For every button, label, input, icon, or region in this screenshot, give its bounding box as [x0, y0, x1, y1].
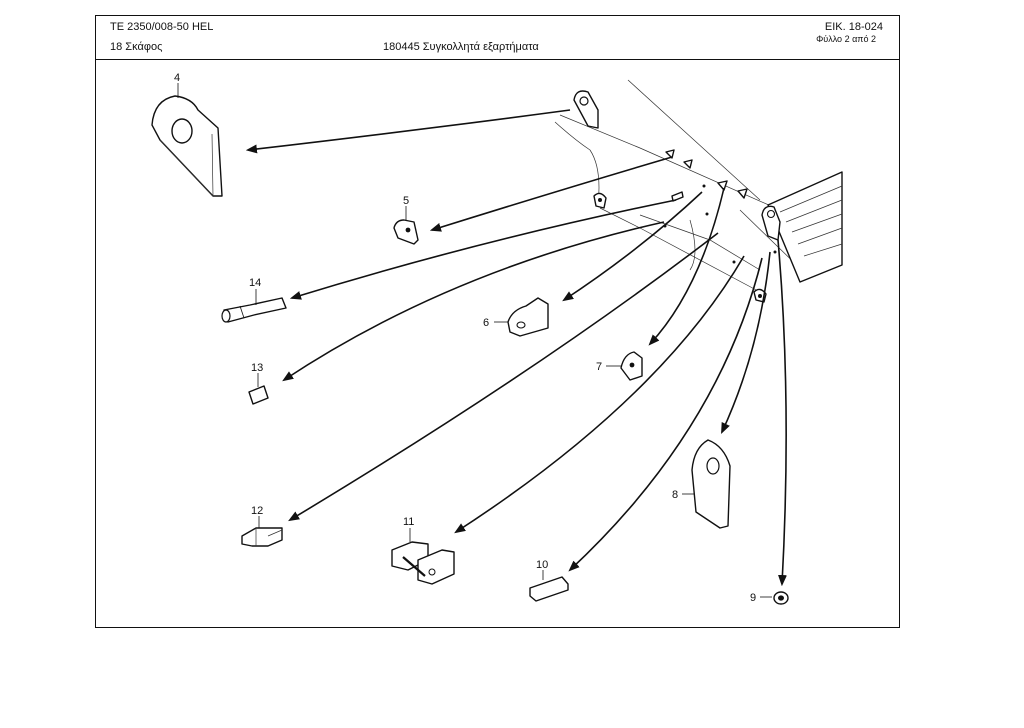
callout-9: 9 — [750, 592, 756, 604]
callout-8: 8 — [672, 489, 678, 501]
leader-lines — [245, 109, 787, 587]
sheet-number: Φύλλο 2 από 2 — [816, 34, 876, 44]
part-7: 7 — [596, 351, 643, 381]
part-5: 5 — [393, 195, 419, 245]
part-10: 10 — [529, 559, 569, 602]
callout-11: 11 — [403, 516, 414, 528]
part-8: 8 — [672, 439, 731, 529]
drawing-sheet: TE 2350/008-50 HEL 18 Σκάφος 180445 Συγκ… — [95, 15, 900, 628]
leader-6 — [562, 191, 703, 302]
document-code: TE 2350/008-50 HEL — [110, 21, 214, 33]
part-12: 12 — [241, 505, 283, 547]
callout-4: 4 — [174, 72, 180, 84]
title-block: TE 2350/008-50 HEL 18 Σκάφος 180445 Συγκ… — [96, 16, 899, 60]
leader-10 — [568, 257, 763, 572]
callout-14: 14 — [249, 277, 261, 289]
part-11: 11 — [391, 516, 455, 585]
callout-6: 6 — [483, 317, 489, 329]
figure-number: ΕΙΚ. 18-024 — [824, 21, 883, 33]
leader-4 — [245, 109, 571, 154]
part-group-title: 180445 Συγκολλητά εξαρτήματα — [383, 41, 539, 53]
callout-5: 5 — [403, 195, 409, 207]
leader-14 — [289, 199, 677, 300]
part-14: 14 — [221, 277, 287, 323]
part-4: 4 — [151, 72, 223, 197]
part-9: 9 — [750, 591, 789, 605]
leader-7 — [648, 187, 725, 346]
leader-12 — [288, 232, 719, 522]
callout-10: 10 — [536, 559, 548, 571]
leader-11 — [454, 255, 745, 534]
callout-13: 13 — [251, 362, 263, 374]
leader-13 — [282, 221, 665, 382]
leader-8 — [721, 251, 771, 435]
callout-7: 7 — [596, 361, 602, 373]
hull-assembly — [554, 79, 843, 303]
part-13: 13 — [248, 362, 269, 405]
leader-5 — [429, 156, 673, 232]
callout-12: 12 — [251, 505, 263, 517]
leader-9 — [777, 239, 787, 587]
part-6: 6 — [483, 297, 549, 337]
section-title: 18 Σκάφος — [110, 41, 163, 53]
